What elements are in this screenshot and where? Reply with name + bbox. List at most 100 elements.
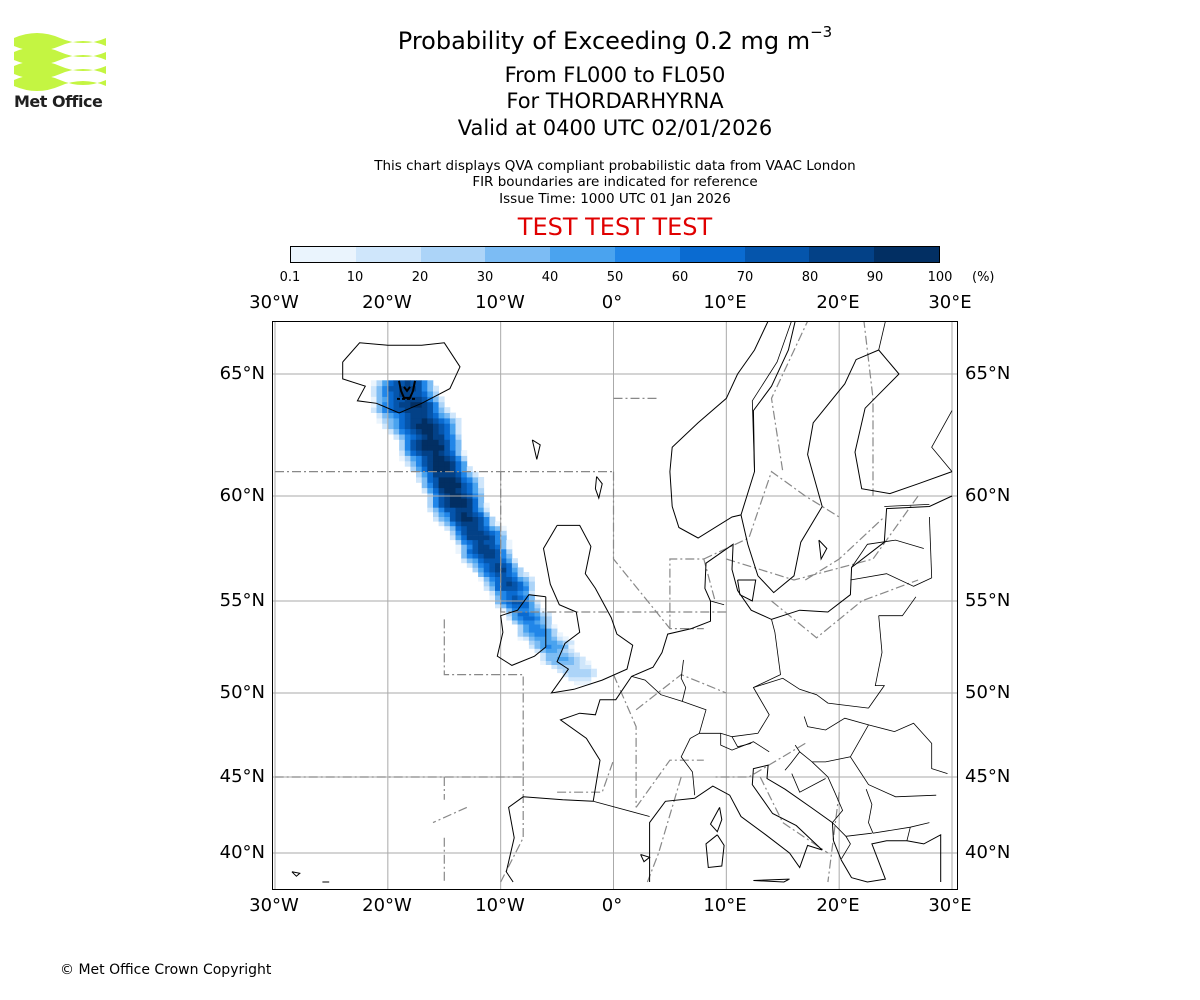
- plume-cell: [449, 477, 456, 483]
- plume-cell: [421, 423, 428, 430]
- country-border: [631, 676, 707, 796]
- colorbar-segment-2: [420, 247, 486, 262]
- plume-cell: [540, 624, 547, 629]
- plume-cell: [427, 385, 434, 392]
- colorbar-segment-7: [744, 247, 810, 262]
- plume-cell: [433, 460, 439, 467]
- plume-cell: [523, 612, 530, 617]
- plume-cell: [393, 401, 400, 408]
- plume-cell: [500, 572, 507, 577]
- plume-cell: [574, 660, 580, 665]
- plume-cell: [489, 567, 496, 573]
- plume-cell: [461, 516, 468, 522]
- plume-cell: [404, 412, 411, 419]
- plume-cell: [449, 507, 456, 513]
- coastline-sweden: [740, 349, 879, 594]
- plume-cell: [478, 567, 485, 573]
- plume-cell: [579, 672, 586, 678]
- plume-cell: [427, 455, 434, 462]
- country-border: [845, 832, 872, 837]
- colorbar-segment-6: [679, 247, 745, 262]
- plume-cell: [427, 460, 434, 467]
- chart-title-text: Probability of Exceeding 0.2 mg m: [397, 27, 811, 55]
- plume-cell: [421, 477, 428, 483]
- plume-cell: [461, 548, 468, 554]
- plume-cell: [399, 439, 406, 446]
- plume-cell: [416, 434, 422, 440]
- plume-cell: [466, 548, 473, 554]
- fir-boundary-line: [703, 470, 840, 560]
- coastline-norway: [671, 322, 796, 539]
- plume-cell: [433, 423, 439, 430]
- plume-cell: [495, 530, 501, 536]
- plume-cell: [444, 482, 451, 489]
- plume-cell: [404, 444, 411, 451]
- plume-cell: [427, 450, 434, 456]
- plume-cell: [523, 572, 530, 577]
- plume-cell: [466, 477, 473, 483]
- plume-cell: [433, 444, 439, 451]
- plume-cell: [511, 585, 518, 591]
- plume-cell: [523, 636, 530, 641]
- plume-cell: [511, 603, 518, 609]
- plume-cell: [551, 664, 558, 670]
- plume-cell: [393, 434, 400, 440]
- plume-cell: [410, 450, 417, 456]
- plume-cell: [416, 391, 422, 397]
- plume-cell: [438, 521, 445, 527]
- plume-cell: [500, 567, 507, 573]
- plume-cell: [489, 595, 496, 601]
- plume-cell: [387, 380, 394, 387]
- plume-cell: [466, 525, 473, 531]
- plume-cell: [472, 562, 479, 568]
- plume-cell: [410, 401, 417, 408]
- plume-cell: [421, 407, 428, 413]
- plume-cell: [495, 553, 501, 559]
- plume-cell: [449, 450, 456, 456]
- plume-cell: [466, 539, 473, 545]
- plume-cell: [461, 544, 468, 550]
- coastline-continent: [559, 495, 953, 802]
- country-border: [794, 716, 870, 763]
- plume-cell: [523, 608, 530, 613]
- plume-cell: [438, 466, 445, 472]
- plume-cell: [461, 455, 468, 462]
- plume-cell: [433, 385, 439, 392]
- plume-cell: [489, 548, 496, 554]
- plume-cell: [478, 482, 485, 489]
- plume-cell: [551, 656, 558, 661]
- plume-cell: [568, 652, 575, 657]
- plume-cell: [438, 502, 445, 508]
- plume-cell: [551, 624, 558, 629]
- plume-cell: [370, 391, 377, 397]
- plume-cell: [433, 466, 439, 472]
- plume-cell: [557, 632, 564, 637]
- plume-cell: [382, 380, 389, 387]
- plume-cell: [489, 562, 496, 568]
- info-line-3: Issue Time: 1000 UTC 01 Jan 2026: [499, 191, 731, 207]
- plume-cell: [568, 644, 575, 649]
- plume-cell: [438, 396, 445, 403]
- plume-cell: [410, 380, 417, 387]
- plume-cell: [483, 539, 490, 545]
- plume-cell: [399, 444, 406, 451]
- plume-cell: [466, 482, 473, 489]
- plume-cell: [472, 516, 479, 522]
- plume-cell: [455, 455, 462, 462]
- plume-cell: [427, 412, 434, 419]
- plume-cell: [528, 632, 535, 637]
- plume-cell: [478, 498, 485, 504]
- lon-label-bottom: 30°W: [249, 895, 299, 916]
- plume-cell: [466, 521, 473, 527]
- plume-cell: [427, 444, 434, 451]
- plume-cell: [438, 471, 445, 478]
- plume-cell: [483, 502, 490, 508]
- plume-cell: [506, 599, 513, 605]
- plume-cell: [455, 482, 462, 489]
- plume-cell: [574, 668, 580, 674]
- plume-cell: [449, 535, 456, 541]
- plume-cell: [585, 668, 592, 674]
- plume-cell: [478, 477, 485, 483]
- plume-cell: [500, 590, 507, 596]
- plume-cell: [466, 466, 473, 472]
